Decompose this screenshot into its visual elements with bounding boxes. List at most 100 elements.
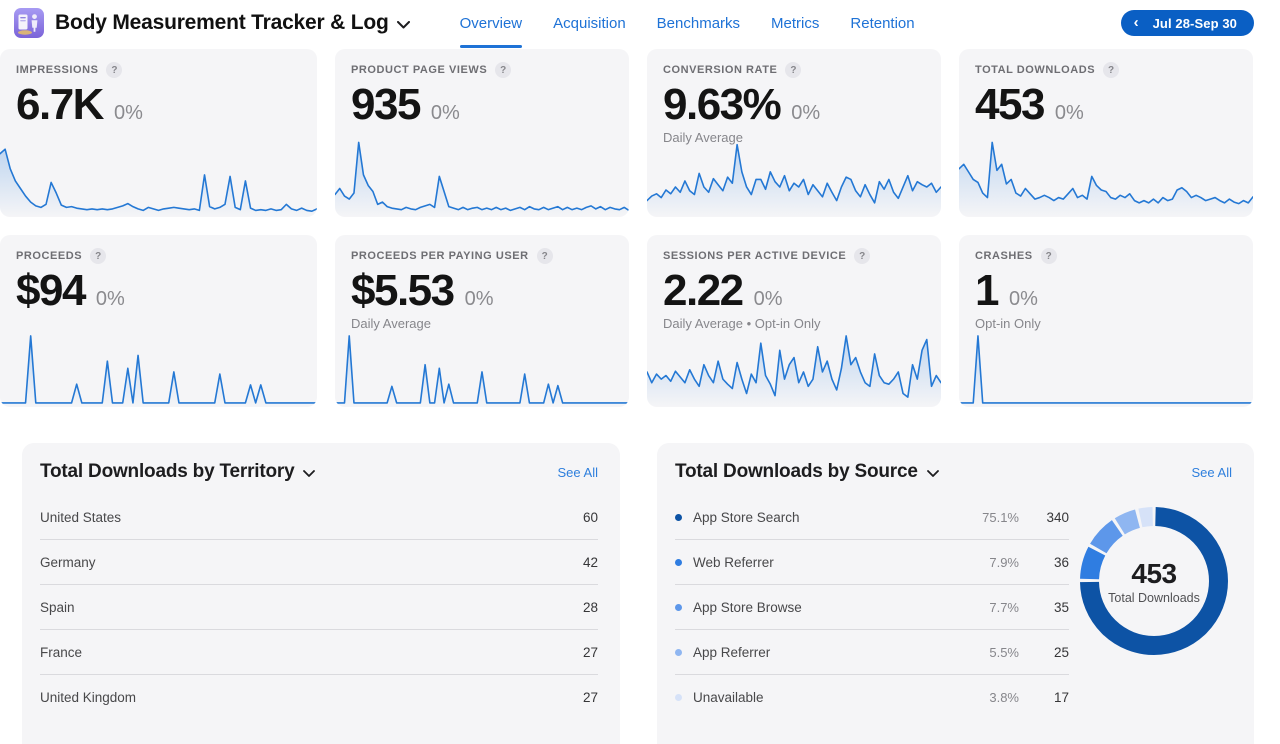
territory-name: Spain [40, 599, 75, 615]
metric-card-proceeds[interactable]: PROCEEDS ? $94 0% [0, 235, 317, 407]
source-row: App Referrer 5.5% 25 [675, 630, 1069, 675]
source-row: Web Referrer 7.9% 36 [675, 540, 1069, 585]
source-value: 17 [1053, 690, 1069, 705]
metric-card-proceeds-per-paying-user[interactable]: PROCEEDS PER PAYING USER ? $5.53 0% Dail… [335, 235, 629, 407]
sparkline-chart [959, 133, 1253, 217]
source-value: 25 [1053, 644, 1069, 660]
metrics-row-2: PROCEEDS ? $94 0% PROCEEDS PER PAYING US… [0, 235, 1253, 407]
source-value: 35 [1053, 599, 1069, 615]
chevron-down-icon[interactable] [303, 470, 316, 478]
help-icon[interactable]: ? [1040, 248, 1057, 264]
app-title: Body Measurement Tracker & Log [55, 11, 389, 34]
territory-name: France [40, 644, 83, 660]
territory-panel: Total Downloads by Territory See All Uni… [22, 443, 620, 744]
help-icon[interactable]: ? [495, 62, 512, 78]
metric-value: 453 [975, 80, 1045, 129]
metric-card-crashes[interactable]: CRASHES ? 1 0% Opt-in Only [959, 235, 1253, 407]
help-icon[interactable]: ? [536, 248, 553, 264]
metric-sublabel: Daily Average [351, 316, 431, 331]
metric-value: 935 [351, 80, 421, 129]
metric-value: 2.22 [663, 266, 744, 315]
help-icon[interactable]: ? [785, 62, 802, 78]
territory-see-all-link[interactable]: See All [557, 464, 598, 480]
tab-overview[interactable]: Overview [459, 0, 522, 48]
territory-value: 27 [582, 644, 598, 660]
territory-row: United Kingdom 27 [40, 675, 598, 720]
bullet-dot [675, 648, 682, 656]
date-range-label: Jul 28-Sep 30 [1152, 15, 1237, 31]
territory-value: 27 [582, 690, 598, 705]
sparkline-chart [647, 327, 941, 407]
metric-value: 6.7K [16, 80, 104, 129]
sparkline-chart [0, 133, 317, 217]
top-navigation-bar: Body Measurement Tracker & Log Overview … [0, 0, 1280, 48]
metric-sublabel: Opt-in Only [975, 316, 1041, 331]
date-range-button[interactable]: ‹ Jul 28-Sep 30 [1120, 10, 1254, 36]
help-icon[interactable]: ? [1103, 62, 1120, 78]
territory-name: United Kingdom [40, 690, 137, 705]
metric-label: PRODUCT PAGE VIEWS [351, 64, 488, 76]
metric-card-impressions[interactable]: IMPRESSIONS ? 6.7K 0% [0, 49, 317, 217]
source-see-all-link[interactable]: See All [1191, 464, 1232, 480]
metric-delta: 0% [1054, 102, 1084, 124]
source-name: App Referrer [693, 644, 771, 660]
source-value: 340 [1046, 509, 1069, 525]
metrics-row-1: IMPRESSIONS ? 6.7K 0% PRODUCT PAGE VIEWS… [0, 49, 1253, 217]
source-row: Unavailable 3.8% 17 [675, 675, 1069, 720]
bullet-dot [675, 558, 682, 566]
territory-row: United States 60 [40, 495, 598, 540]
tab-benchmarks[interactable]: Benchmarks [656, 14, 741, 32]
source-value: 36 [1053, 554, 1069, 570]
territory-value: 42 [582, 554, 598, 570]
territory-name: United States [40, 509, 122, 525]
metric-delta: 0% [1008, 288, 1038, 310]
chevron-left-icon: ‹ [1133, 13, 1139, 31]
help-icon[interactable]: ? [90, 248, 107, 264]
metric-label: TOTAL DOWNLOADS [975, 64, 1096, 76]
territory-name: Germany [40, 554, 96, 570]
metric-delta: 0% [113, 102, 143, 124]
metric-delta: 0% [464, 288, 494, 310]
metric-value: 9.63% [663, 80, 782, 129]
metric-label: SESSIONS PER ACTIVE DEVICE [663, 250, 847, 262]
help-icon[interactable]: ? [106, 62, 123, 78]
breakdown-panels: Total Downloads by Territory See All Uni… [22, 443, 1254, 744]
territory-value: 28 [582, 599, 598, 615]
source-name: App Store Browse [693, 599, 802, 615]
metric-value: $94 [16, 266, 86, 315]
tab-metrics[interactable]: Metrics [771, 14, 820, 32]
bullet-dot [675, 603, 682, 611]
metric-label: PROCEEDS PER PAYING USER [351, 250, 529, 262]
donut-ring [1080, 507, 1228, 655]
metric-card-product-page-views[interactable]: PRODUCT PAGE VIEWS ? 935 0% [335, 49, 629, 217]
help-icon[interactable]: ? [854, 248, 871, 264]
metric-delta: 0% [791, 102, 821, 124]
app-icon [14, 8, 44, 38]
territory-row: Spain 28 [40, 585, 598, 630]
metric-card-total-downloads[interactable]: TOTAL DOWNLOADS ? 453 0% [959, 49, 1253, 217]
chevron-down-icon[interactable] [926, 470, 939, 478]
metric-label: CRASHES [975, 250, 1033, 262]
metric-sublabel: Daily Average [663, 130, 743, 145]
metric-delta: 0% [753, 288, 783, 310]
source-percent: 7.9% [989, 554, 1019, 570]
source-name: Web Referrer [693, 554, 774, 570]
source-panel: Total Downloads by Source See All App St… [657, 443, 1254, 744]
app-switcher[interactable]: Body Measurement Tracker & Log [14, 8, 410, 38]
sparkline-chart [0, 327, 317, 407]
metric-card-conversion-rate[interactable]: CONVERSION RATE ? 9.63% 0% Daily Average [647, 49, 941, 217]
downloads-donut-chart: 453 Total Downloads [1080, 507, 1228, 655]
section-tabs: Overview Acquisition Benchmarks Metrics … [459, 0, 915, 48]
metric-value: $5.53 [351, 266, 455, 315]
tab-acquisition[interactable]: Acquisition [553, 14, 626, 32]
tab-retention[interactable]: Retention [850, 14, 915, 32]
bullet-dot [675, 513, 682, 521]
territory-value: 60 [582, 509, 598, 525]
territory-row: Germany 42 [40, 540, 598, 585]
sparkline-chart [647, 133, 941, 217]
bullet-dot [675, 694, 682, 701]
source-row: App Store Search 75.1% 340 [675, 495, 1069, 540]
metric-delta: 0% [430, 102, 460, 124]
metric-card-sessions-per-active-device[interactable]: SESSIONS PER ACTIVE DEVICE ? 2.22 0% Dai… [647, 235, 941, 407]
sparkline-chart [335, 327, 629, 407]
